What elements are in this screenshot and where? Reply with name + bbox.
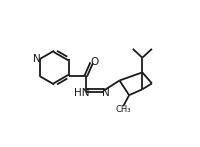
Text: HN: HN [74, 87, 89, 98]
Text: N: N [33, 54, 41, 64]
Text: CH₃: CH₃ [115, 105, 130, 114]
Text: O: O [90, 57, 98, 67]
Text: N: N [102, 87, 109, 98]
